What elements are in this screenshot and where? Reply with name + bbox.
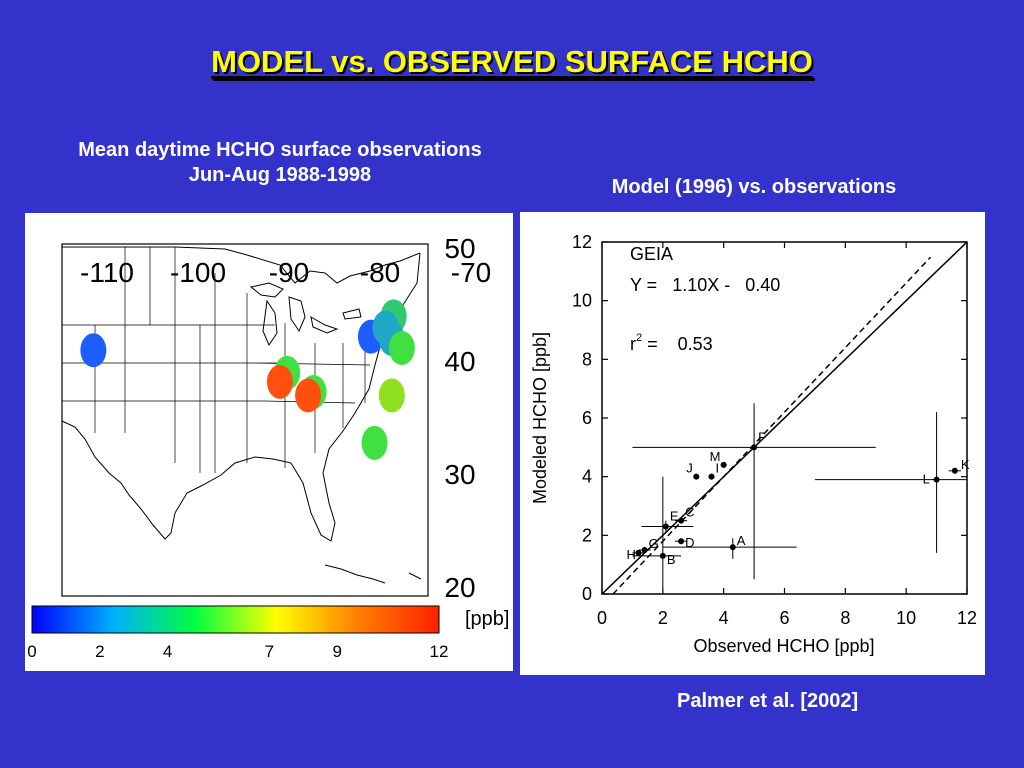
- colorbar-tick-label: 9: [333, 642, 342, 661]
- data-point-E: [662, 523, 669, 530]
- data-point-D: [678, 538, 685, 545]
- point-label: F: [758, 429, 766, 444]
- map-lat-label: 50: [444, 233, 475, 264]
- map-lon-label: -110: [80, 257, 134, 288]
- x-tick-label: 12: [957, 608, 977, 628]
- map-panel: -110 -100 -90 -80 -70 50 40 30 20 [ppb] 0 2 4 7 9 12: [25, 213, 513, 671]
- data-point-M: [720, 461, 727, 468]
- data-point-B: [659, 552, 666, 559]
- scatter-axis-ticks: 0 2 4 6 8 10 12 0 2 4 6 8 10 12: [572, 232, 977, 628]
- point-label: I: [716, 461, 720, 476]
- citation: Palmer et al. [2002]: [677, 690, 859, 712]
- y-tick-label: 12: [572, 232, 592, 252]
- y-tick-label: 2: [582, 525, 592, 545]
- data-point-G: [641, 547, 648, 553]
- y-axis-label: Modeled HCHO [ppb]: [530, 332, 550, 504]
- point-label: G: [649, 536, 659, 551]
- colorbar-tick-label: 7: [265, 642, 274, 661]
- map-frame: [61, 243, 429, 597]
- colorbar-tick-label: 0: [27, 642, 36, 661]
- point-label: K: [961, 457, 970, 472]
- colorbar-tick-label: 4: [163, 642, 172, 661]
- x-axis-label: Observed HCHO [ppb]: [693, 636, 874, 656]
- map-site-markers: [80, 299, 415, 460]
- x-tick-label: 8: [840, 608, 850, 628]
- point-label: A: [737, 533, 746, 548]
- fit-r-symbol: r: [630, 334, 636, 354]
- map-caption: Mean daytime HCHO surface observations J…: [0, 139, 560, 187]
- fit-r-superscript: 2: [636, 332, 642, 344]
- map-figure: -110 -100 -90 -80 -70 50 40 30 20 [ppb] 0 2 4 7 9 12: [27, 233, 509, 661]
- point-label: M: [710, 449, 721, 464]
- y-tick-label: 0: [582, 584, 592, 604]
- fit-dataset-name: GEIA: [630, 244, 673, 264]
- data-point-I: [708, 473, 715, 480]
- point-label: H: [627, 547, 636, 562]
- x-tick-label: 4: [719, 608, 729, 628]
- point-label: C: [685, 505, 694, 520]
- colorbar-unit: [ppb]: [465, 608, 509, 630]
- point-label: D: [685, 535, 694, 550]
- site-marker-missouri: [266, 364, 293, 399]
- map-latitude-labels: 50 40 30 20: [444, 233, 475, 603]
- point-label: E: [670, 509, 679, 524]
- map-lon-label: -100: [170, 257, 226, 288]
- y-tick-label: 8: [582, 349, 592, 369]
- slide-title: MODEL vs. OBSERVED SURFACE HCHO: [211, 44, 813, 79]
- scatter-error-bars: [632, 403, 967, 589]
- colorbar-tick-label: 2: [95, 642, 104, 661]
- data-point-F: [751, 444, 758, 451]
- data-point-A: [729, 544, 736, 551]
- map-lat-label: 20: [444, 572, 475, 603]
- x-tick-label: 6: [779, 608, 789, 628]
- y-tick-label: 10: [572, 291, 592, 311]
- scatter-point-labels: A B CDE F GH I J K L M: [627, 429, 970, 567]
- y-tick-label: 6: [582, 408, 592, 428]
- regression-fit-line: [612, 256, 932, 594]
- fit-r-squared: r2 = 0.53: [630, 332, 713, 354]
- data-point-L: [933, 476, 940, 483]
- scatter-caption: Model (1996) vs. observations: [611, 176, 897, 198]
- site-marker-tennessee-b: [295, 378, 322, 413]
- point-label: L: [923, 472, 930, 487]
- map-lat-label: 40: [444, 346, 475, 377]
- scatter-figure: 0 2 4 6 8 10 12 0 2 4 6 8 10 12 A B CDE F GH I J K L M GEIA Y …: [530, 232, 977, 656]
- site-marker-utah: [80, 333, 107, 368]
- x-tick-label: 10: [896, 608, 916, 628]
- map-lat-label: 30: [444, 459, 475, 490]
- y-tick-label: 4: [582, 467, 592, 487]
- data-point-C: [678, 517, 685, 524]
- x-tick-label: 0: [597, 608, 607, 628]
- x-tick-label: 2: [658, 608, 668, 628]
- scatter-points: [635, 444, 958, 559]
- map-lon-label: -90: [269, 257, 309, 288]
- colorbar: [31, 605, 440, 634]
- map-caption-line2: Jun-Aug 1988-1998: [188, 164, 372, 186]
- map-lon-label: -80: [360, 257, 400, 288]
- map-lon-label: -70: [451, 257, 491, 288]
- data-point-J: [693, 473, 700, 480]
- map-caption-line1: Mean daytime HCHO surface observations: [78, 139, 482, 161]
- colorbar-tick-labels: 0 2 4 7 9 12: [27, 642, 448, 661]
- data-point-K: [951, 467, 958, 474]
- point-label: J: [686, 461, 693, 476]
- map-longitude-labels: -110 -100 -90 -80 -70: [80, 257, 491, 288]
- data-point-H: [635, 549, 642, 556]
- site-marker-georgia: [361, 425, 388, 460]
- site-marker-pa-south: [388, 330, 415, 365]
- colorbar-tick-label: 12: [430, 642, 449, 661]
- site-marker-virginia: [378, 378, 405, 413]
- fit-r-value: = 0.53: [642, 334, 713, 354]
- fit-equation: Y = 1.10X - 0.40: [630, 275, 780, 295]
- point-label: B: [667, 552, 676, 567]
